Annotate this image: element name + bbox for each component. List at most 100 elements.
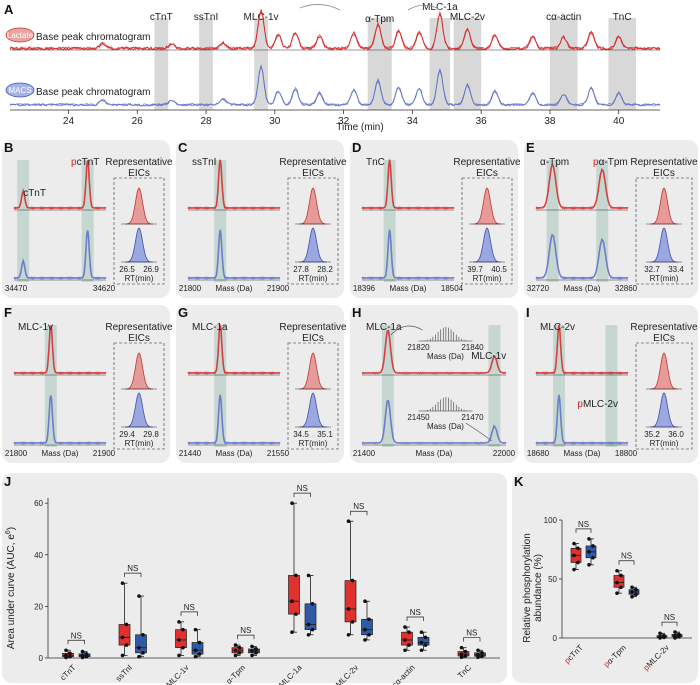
data-point [141,632,145,637]
ytick-label-3: 60 [34,499,43,508]
eic-frame [461,177,513,285]
phospho-name: MLC-2v [583,399,618,410]
eic-peak-bottom [650,392,678,428]
data-point [250,653,254,658]
eic-peak-bottom [473,227,501,263]
spectrum-title: cTnT [23,188,46,199]
data-point [419,630,424,634]
mass-xlabel: Mass (Da) [42,449,79,458]
significance-label: NS [184,603,195,612]
inset-tick-right: 21470 [461,413,484,422]
eic-title-1: Representative [105,157,173,168]
legend-lactate: Lactate [7,31,34,40]
axis-k-ylabel-line1: Relative phosphorylation [522,533,533,643]
highlight-band-4 [367,18,392,110]
data-point [350,620,355,624]
axis-a-xlabel: Time (min) [336,122,383,133]
highlight-label-1: ssTnI [194,12,218,23]
data-point [350,578,355,583]
eic-peak-top [125,352,153,390]
spectrum-bottom [361,399,507,445]
eic-xlabel: RT(min) [650,274,679,283]
mass-tick-left: 21800 [179,284,202,293]
box [118,624,131,646]
data-point [177,638,181,642]
data-point [673,630,677,634]
inset-xlabel: Mass (Da) [427,352,464,361]
highlight-label-2: MLC-1v [244,12,279,23]
data-point [294,573,298,578]
eic-xlabel: RT(min) [299,439,328,448]
panel-g: G MLC-1a 21440 21550 Mass (Da) Representative… [176,305,347,463]
mass-band-0 [44,325,57,447]
mass-band-1 [488,325,501,447]
panel-d: D TnC 18396 18504 Mass (Da) RepresentativeEIC… [350,140,521,298]
data-point [84,654,89,659]
box [304,603,317,630]
data-point [463,654,468,658]
phospho-prefix: p [602,659,612,669]
mass-xlabel: Mass (Da) [216,284,253,293]
phospho-name: cTnT [77,157,100,168]
data-point [68,651,72,656]
data-point [587,537,591,541]
data-point [237,651,242,655]
eic-tick-left: 29.4 [119,430,135,439]
significance-label: NS [578,520,589,529]
data-point [572,541,576,546]
eic-title-2: EICs [302,333,324,344]
spectrum-bottom [187,229,281,280]
panel-a: A cTnT ssTnI MLC-1v MLC-1a α-Tpm MLC-2v cα-act… [4,2,661,133]
data-point [193,627,198,632]
panel-f-bg [2,305,170,463]
mass-band-1 [81,160,94,282]
eic-tick-right: 36.0 [668,430,684,439]
eic-xlabel: RT(min) [125,439,154,448]
data-point [233,643,238,647]
eic-tick-right: 29.8 [143,430,159,439]
box [288,575,300,615]
mass-tick-right: 22000 [493,449,516,458]
data-point [587,550,591,554]
box [344,580,357,623]
eic-tick-right: 40.5 [491,265,507,274]
box [401,631,413,646]
eic-xlabel: RT(min) [125,274,154,283]
panel-k: K Relative phosphorylation abundance (%)… [512,473,698,683]
mass-band-1 [605,325,618,447]
mass-tick-left: 18396 [353,284,376,293]
data-point [576,560,580,565]
a-xtick-label-3: 30 [269,116,281,127]
panel-letter-c: C [178,140,188,155]
spectrum-title: α-Tpm [540,157,569,168]
panel-j: J 0204060NScTnTNSssTnINSMLC-1vNSα-TpmNSM… [2,473,507,685]
eic-xlabel: RT(min) [299,274,328,283]
spectrum-title: TnC [366,157,385,168]
eic-peak-top [473,187,501,225]
a-xtick-label-6: 36 [476,116,488,127]
eic-tick-left: 32.7 [644,265,660,274]
data-point [587,563,591,567]
inset-xlabel: Mass (Da) [427,422,464,431]
arrow-a-2 [407,4,441,11]
data-point [181,627,185,632]
panel-letter-j: J [4,474,11,489]
box [175,629,187,649]
data-point [310,602,315,606]
data-point [476,648,480,653]
ytick-label-1: 50 [548,575,557,584]
data-point [254,647,258,651]
eic-peak-top [650,187,678,225]
data-point [459,645,464,650]
spectrum-bottom [535,394,629,445]
spectrum-title: ssTnI [192,157,216,168]
box [361,618,373,636]
panel-letter-b: B [4,140,13,155]
data-point [576,546,580,551]
mass-tick-left: 18680 [527,449,550,458]
significance-bracket [124,572,142,578]
data-point [64,648,68,653]
spectrum-top [535,163,629,210]
